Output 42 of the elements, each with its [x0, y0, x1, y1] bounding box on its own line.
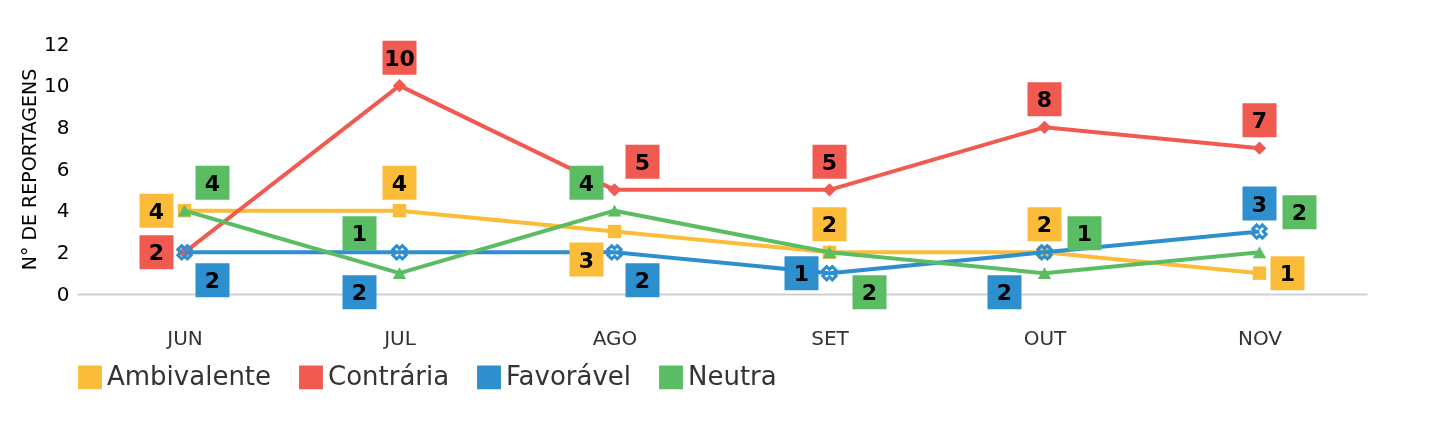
- y-tick-label: 8: [56, 114, 70, 139]
- data-label: 7: [1251, 108, 1268, 134]
- data-label: 1: [1279, 261, 1296, 287]
- data-label: 2: [351, 280, 368, 306]
- legend-label: Favorável: [506, 361, 632, 392]
- x-tick-label: SET: [811, 325, 850, 350]
- data-label: 5: [821, 149, 838, 175]
- data-label: 2: [634, 268, 651, 294]
- data-label: 2: [1291, 200, 1308, 226]
- legend-label: Neutra: [688, 361, 777, 392]
- data-label: 10: [384, 45, 415, 71]
- y-tick-label: 12: [44, 31, 70, 56]
- y-tick-label: 10: [44, 73, 70, 98]
- y-tick-label: 0: [56, 281, 70, 306]
- x-tick-label: JUL: [382, 325, 417, 350]
- x-tick-label: AGO: [592, 325, 638, 350]
- data-label: 1: [1076, 221, 1093, 247]
- data-label: 2: [204, 268, 221, 294]
- data-label: 2: [861, 280, 878, 306]
- data-label: 8: [1036, 87, 1053, 113]
- y-tick-label: 4: [56, 198, 70, 223]
- data-label: 2: [996, 280, 1013, 306]
- data-label: 5: [634, 149, 651, 175]
- x-tick-label: JUN: [165, 325, 203, 350]
- legend-label: Contrária: [328, 361, 450, 392]
- data-label: 4: [148, 198, 165, 224]
- data-label: 3: [578, 247, 595, 273]
- y-tick-label: 6: [56, 156, 70, 181]
- data-label: 2: [1036, 212, 1053, 238]
- data-label: 1: [793, 261, 810, 287]
- data-label: 4: [391, 170, 408, 196]
- data-label: 2: [821, 212, 838, 238]
- y-tick-label: 2: [56, 239, 70, 264]
- data-label: 2: [148, 240, 165, 266]
- data-label: 4: [578, 170, 595, 196]
- data-label: 3: [1251, 191, 1268, 217]
- x-tick-label: NOV: [1237, 325, 1283, 350]
- data-label: 4: [204, 170, 221, 196]
- x-tick-label: OUT: [1023, 325, 1068, 350]
- data-label: 1: [351, 221, 368, 247]
- y-axis-title: N° DE REPORTAGENS: [18, 68, 41, 271]
- legend-label: Ambivalente: [107, 361, 272, 392]
